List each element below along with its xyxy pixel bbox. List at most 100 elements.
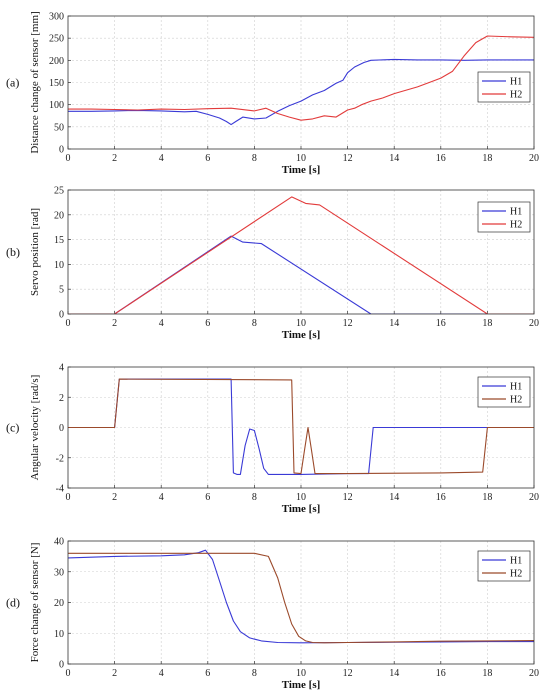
series-line-h1 (68, 235, 534, 314)
panel-label: (b) (6, 245, 20, 259)
x-tick-label: 6 (205, 492, 210, 503)
x-axis-label: Time [s] (282, 329, 321, 341)
x-tick-label: 18 (482, 318, 492, 329)
x-tick-label: 2 (112, 153, 117, 164)
legend-label-h2: H2 (510, 220, 522, 231)
legend-box (477, 201, 531, 233)
y-tick-label: 30 (54, 567, 64, 578)
x-tick-label: 10 (296, 492, 306, 503)
x-tick-label: 0 (66, 318, 71, 329)
x-tick-label: 6 (205, 153, 210, 164)
y-axis-label: Angular velocity [rad/s] (29, 375, 41, 481)
x-tick-label: 10 (296, 153, 306, 164)
series-line-h2 (68, 35, 534, 121)
x-tick-label: 20 (529, 318, 539, 329)
x-tick-label: 10 (296, 318, 306, 329)
y-tick-label: 25 (54, 186, 64, 197)
x-tick-label: 14 (389, 318, 399, 329)
y-tick-label: 2 (59, 393, 64, 404)
series-line-h1 (68, 58, 534, 126)
y-tick-label: 0 (59, 423, 64, 434)
legend-label-h2: H2 (510, 569, 522, 580)
x-tick-label: 20 (529, 153, 539, 164)
series-line-h2 (68, 552, 534, 644)
plot-frame (67, 15, 535, 150)
x-tick-label: 4 (159, 318, 164, 329)
y-tick-label: 20 (54, 210, 64, 221)
y-tick-label: -2 (56, 453, 64, 464)
legend-box (477, 550, 531, 582)
x-tick-label: 18 (482, 492, 492, 503)
x-tick-label: 4 (159, 153, 164, 164)
y-tick-label: 0 (59, 310, 64, 321)
legend-label-h2: H2 (510, 395, 522, 406)
x-tick-label: 0 (66, 492, 71, 503)
x-tick-label: 10 (296, 668, 306, 679)
legend-box (477, 376, 531, 408)
x-tick-label: 18 (482, 668, 492, 679)
y-axis-label: Force change of sensor [N] (29, 543, 41, 663)
y-tick-label: 200 (49, 56, 64, 67)
y-tick-label: 5 (59, 285, 64, 296)
y-tick-label: 10 (54, 260, 64, 271)
x-tick-label: 20 (529, 492, 539, 503)
x-tick-label: 4 (159, 492, 164, 503)
legend-label-h1: H1 (510, 207, 522, 218)
x-tick-label: 2 (112, 318, 117, 329)
legend-label-h1: H1 (510, 556, 522, 567)
legend-label-h2: H2 (510, 90, 522, 101)
x-tick-label: 12 (343, 492, 353, 503)
x-tick-label: 16 (436, 318, 446, 329)
x-tick-label: 20 (529, 668, 539, 679)
x-tick-label: 12 (343, 153, 353, 164)
y-tick-label: 20 (54, 598, 64, 609)
y-tick-label: 250 (49, 34, 64, 45)
x-tick-label: 8 (252, 668, 257, 679)
y-tick-label: 4 (59, 363, 64, 374)
x-axis-label: Time [s] (282, 164, 321, 176)
y-tick-label: 0 (59, 145, 64, 156)
x-tick-label: 16 (436, 492, 446, 503)
x-tick-label: 12 (343, 668, 353, 679)
y-tick-label: 50 (54, 122, 64, 133)
x-tick-label: 6 (205, 668, 210, 679)
series-line-h1 (68, 549, 534, 644)
y-tick-label: 10 (54, 629, 64, 640)
x-tick-label: 2 (112, 668, 117, 679)
panel-label: (c) (6, 421, 19, 435)
y-axis-label: Distance change of sensor [mm] (29, 11, 41, 153)
x-tick-label: 14 (389, 492, 399, 503)
x-tick-label: 16 (436, 668, 446, 679)
legend-box (477, 71, 531, 103)
x-axis-label: Time [s] (282, 679, 321, 691)
x-tick-label: 14 (389, 153, 399, 164)
y-tick-label: 15 (54, 235, 64, 246)
chart-panel-1: 0 2 4 6 8 10 12 14 16 18 20050100150200250300Time … (6, 11, 539, 176)
x-tick-label: 0 (66, 668, 71, 679)
plot-frame (67, 540, 535, 665)
x-tick-label: 6 (205, 318, 210, 329)
x-tick-label: 0 (66, 153, 71, 164)
y-tick-label: -4 (56, 484, 64, 495)
chart-panel-4: 0 2 4 6 8 10 12 14 16 18 20 0 10 20 30 40 Time [s] Force … (6, 537, 539, 692)
x-tick-label: 4 (159, 668, 164, 679)
x-axis-label: Time [s] (282, 503, 321, 515)
y-tick-label: 300 (49, 12, 64, 23)
y-tick-label: 0 (59, 660, 64, 671)
x-tick-label: 2 (112, 492, 117, 503)
x-tick-label: 8 (252, 153, 257, 164)
x-tick-label: 8 (252, 492, 257, 503)
chart-panel-3: 0 2 4 6 8 10 12 14 16 18 20 -4 -2 0 2 4 Time [s] Angular … (6, 363, 539, 516)
chart-panel-2: 0 2 4 6 8 10 12 14 16 18 20 0 5 10 15 20 25 Time [s] Servo… (6, 186, 539, 342)
y-axis-label: Servo position [rad] (29, 208, 41, 296)
series-line-h2 (68, 378, 534, 475)
panel-label: (a) (6, 76, 19, 90)
series-line-h2 (68, 196, 534, 314)
legend-label-h1: H1 (510, 77, 522, 88)
y-tick-label: 100 (49, 100, 64, 111)
x-tick-label: 16 (436, 153, 446, 164)
x-tick-label: 14 (389, 668, 399, 679)
legend-label-h1: H1 (510, 382, 522, 393)
x-tick-label: 18 (482, 153, 492, 164)
